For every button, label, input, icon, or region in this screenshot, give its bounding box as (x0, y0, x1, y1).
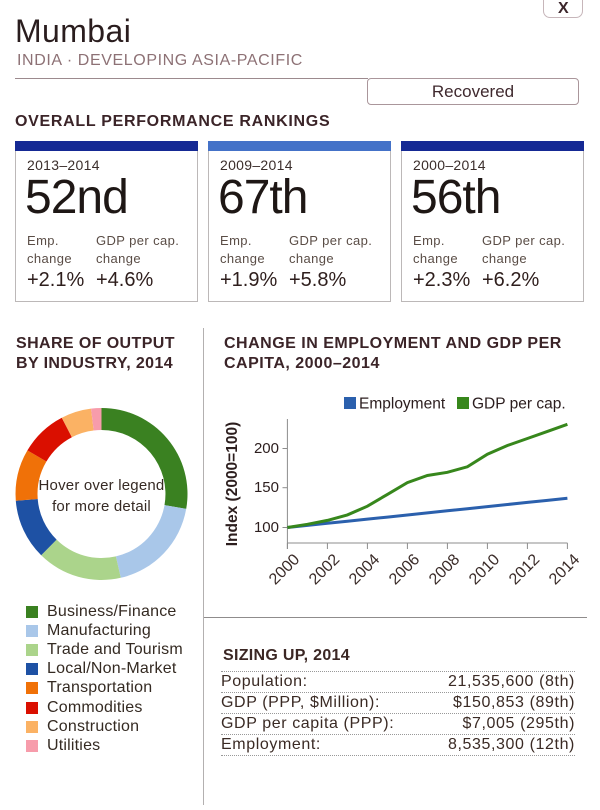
svg-text:2008: 2008 (426, 551, 463, 588)
svg-text:2010: 2010 (466, 551, 503, 588)
svg-text:200: 200 (254, 440, 279, 457)
svg-text:2006: 2006 (386, 551, 423, 588)
svg-text:2002: 2002 (306, 551, 343, 588)
svg-text:2014: 2014 (546, 551, 583, 588)
svg-text:150: 150 (254, 479, 279, 496)
svg-text:2000: 2000 (266, 551, 303, 588)
svg-text:100: 100 (254, 519, 279, 536)
svg-text:Employment: Employment (359, 396, 446, 413)
svg-text:Index (2000=100): Index (2000=100) (224, 422, 241, 547)
svg-text:2004: 2004 (346, 551, 383, 588)
svg-text:2012: 2012 (506, 551, 543, 588)
svg-text:GDP per cap.: GDP per cap. (472, 396, 566, 413)
